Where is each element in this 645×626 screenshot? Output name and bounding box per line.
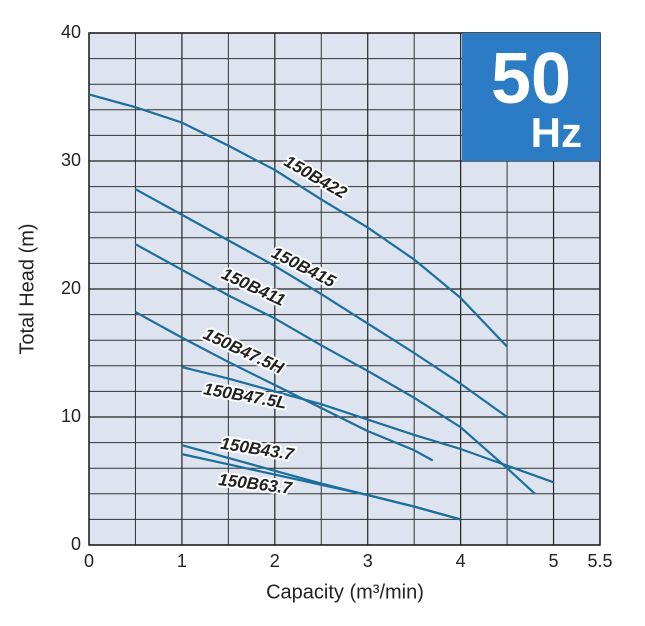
- line: [88, 93, 508, 348]
- line: [181, 366, 554, 484]
- y-tick-label: 20: [61, 278, 81, 298]
- x-tick-label: 5: [549, 551, 559, 571]
- line: [134, 243, 536, 495]
- line: [181, 453, 461, 521]
- badge: [462, 33, 600, 161]
- plot-frame: [88, 32, 601, 546]
- x-axis-title: Capacity (m³/min): [266, 581, 424, 603]
- badge-number: 50: [491, 39, 571, 119]
- y-tick-label: 40: [61, 22, 81, 42]
- x-tick-label: 2: [270, 551, 280, 571]
- badge-unit: Hz: [531, 109, 582, 156]
- x-tick-label: 4: [456, 551, 466, 571]
- x-tick-label: 5.5: [587, 551, 612, 571]
- x-tick-label: 3: [363, 551, 373, 571]
- y-tick-label: 0: [71, 534, 81, 554]
- x-tick-label: 0: [84, 551, 94, 571]
- y-tick-label: 30: [61, 150, 81, 170]
- line: [134, 311, 434, 462]
- y-tick-label: 10: [61, 406, 81, 426]
- line: [134, 188, 508, 418]
- y-axis-title: Total Head (m): [16, 223, 38, 354]
- x-tick-label: 1: [177, 551, 187, 571]
